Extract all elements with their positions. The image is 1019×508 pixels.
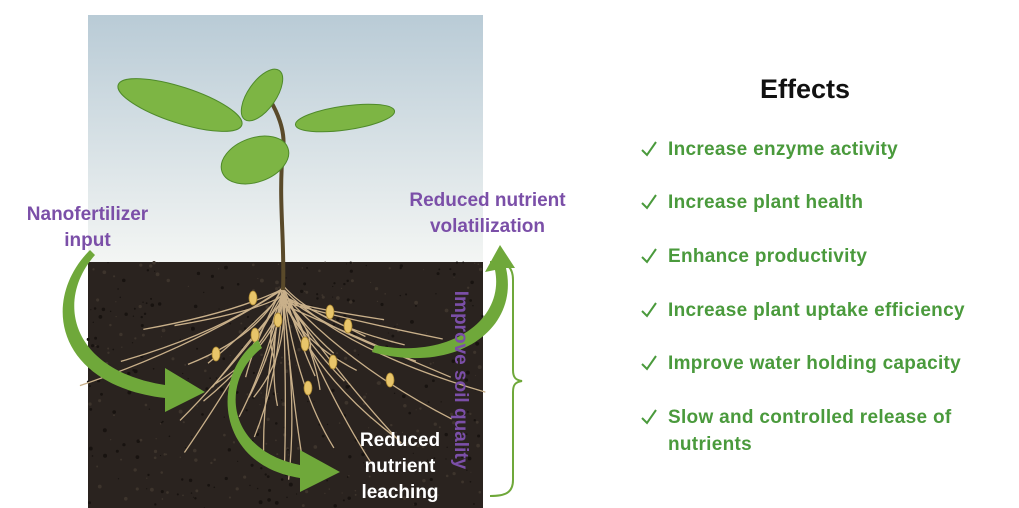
- input-label: Nanofertilizer input: [5, 202, 170, 254]
- effect-item: Increase plant uptake efficiency: [668, 297, 1013, 324]
- soil-label: Improve soil quality: [447, 280, 473, 480]
- check: [642, 356, 656, 369]
- effect-item: Enhance productivity: [668, 243, 1013, 270]
- check: [642, 410, 656, 423]
- check: [642, 303, 656, 316]
- page: Nanofertilizer input Reduced nutrient vo…: [0, 0, 1019, 508]
- effect-item: Slow and controlled release of nutrients: [668, 404, 1013, 458]
- check: [642, 142, 656, 155]
- leaching-label: Reduced nutrient leaching: [345, 428, 455, 506]
- check: [642, 249, 656, 262]
- volatilization-label: Reduced nutrient volatilization: [395, 188, 580, 240]
- check: [642, 195, 656, 208]
- effects-title: Effects: [705, 74, 905, 105]
- effect-item: Increase plant health: [668, 189, 1013, 216]
- effect-item: Increase enzyme activity: [668, 136, 1013, 163]
- checkmarks: [642, 142, 656, 423]
- effect-item: Improve water holding capacity: [668, 350, 1013, 377]
